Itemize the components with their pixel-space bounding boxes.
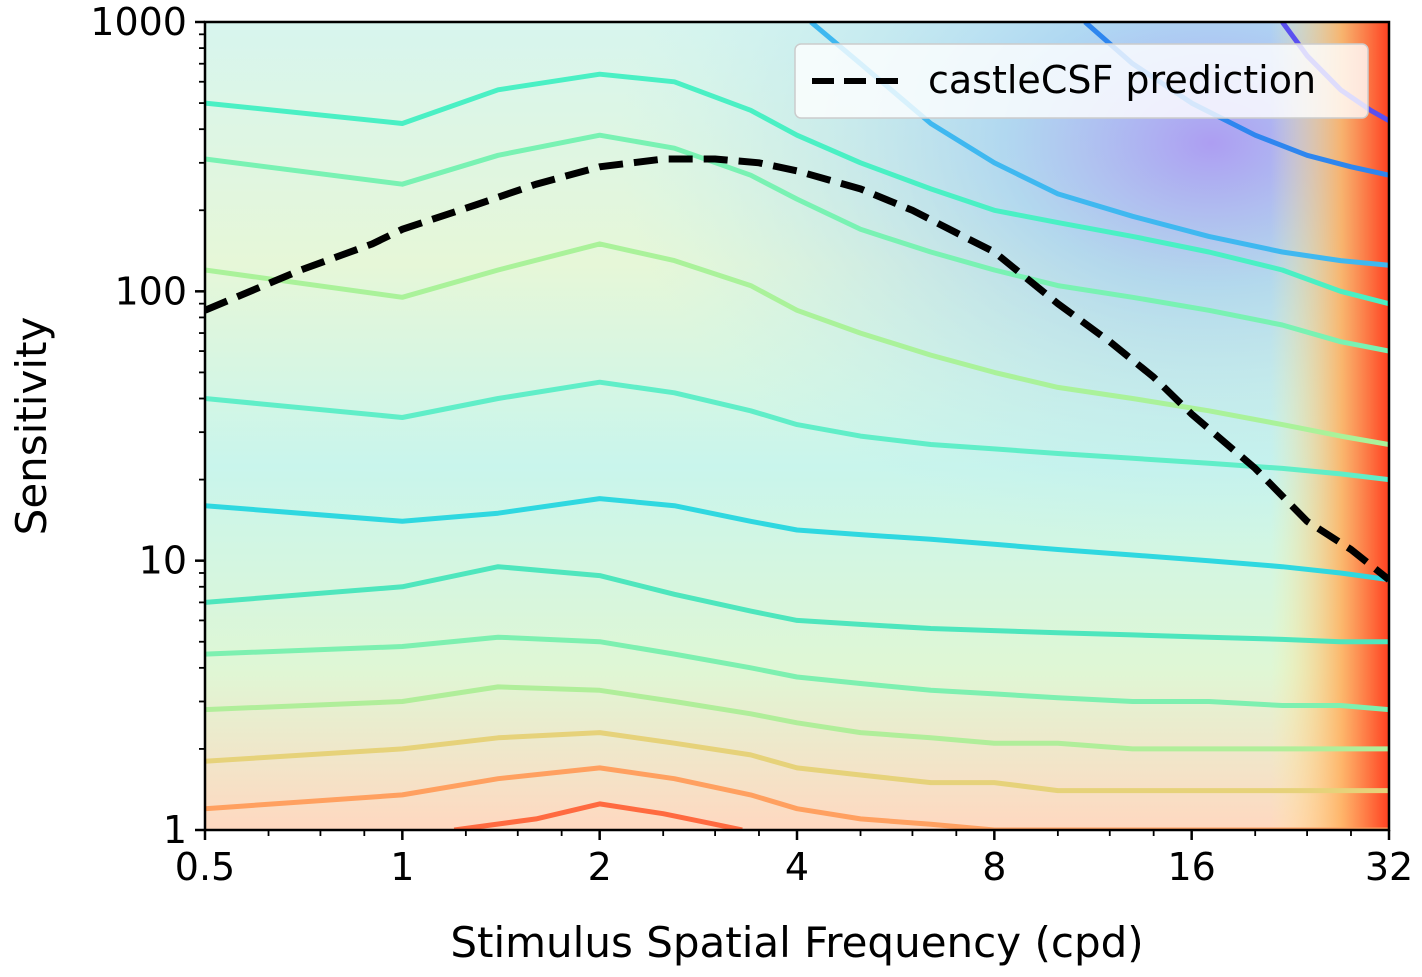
contour-line-5	[205, 564, 1389, 645]
x-axis-ticks: 0.5 1 2 4 8 16 32	[175, 830, 1413, 889]
x-tick-label: 4	[785, 845, 809, 889]
x-tick-label: 32	[1365, 845, 1413, 889]
x-tick-label: 2	[588, 845, 612, 889]
contour-line-6	[205, 634, 1389, 713]
y-tick-label: 10	[139, 539, 187, 583]
x-tick-label: 8	[982, 845, 1006, 889]
y-tick-label: 1000	[90, 0, 187, 44]
legend-box	[794, 43, 1369, 119]
legend-label-castlecsf: castleCSF prediction	[928, 58, 1316, 102]
y-tick-label: 100	[114, 269, 187, 313]
contour-line-3	[205, 379, 1389, 483]
x-axis-label: Stimulus Spatial Frequency (cpd)	[450, 918, 1143, 967]
y-axis-ticks: 1 10 100 1000	[90, 0, 205, 852]
y-axis-label: Sensitivity	[7, 317, 56, 536]
series-lines	[205, 155, 1389, 583]
contour-line-1	[205, 132, 1389, 354]
x-tick-label: 0.5	[175, 845, 235, 889]
legend: castleCSF prediction	[794, 43, 1369, 119]
contour-line-0	[205, 71, 1389, 307]
contour-line-2	[205, 241, 1389, 447]
contour-line-8	[205, 730, 1389, 794]
y-tick-label: 1	[163, 808, 187, 852]
contour-line-9	[205, 765, 1389, 830]
contour-line-10	[453, 801, 743, 830]
contour-lines	[205, 22, 1389, 830]
x-tick-label: 1	[390, 845, 414, 889]
series-line-castlecsf	[205, 155, 1389, 583]
x-tick-label: 16	[1167, 845, 1215, 889]
contour-line-7	[205, 684, 1389, 752]
contour-line-4	[205, 496, 1389, 583]
